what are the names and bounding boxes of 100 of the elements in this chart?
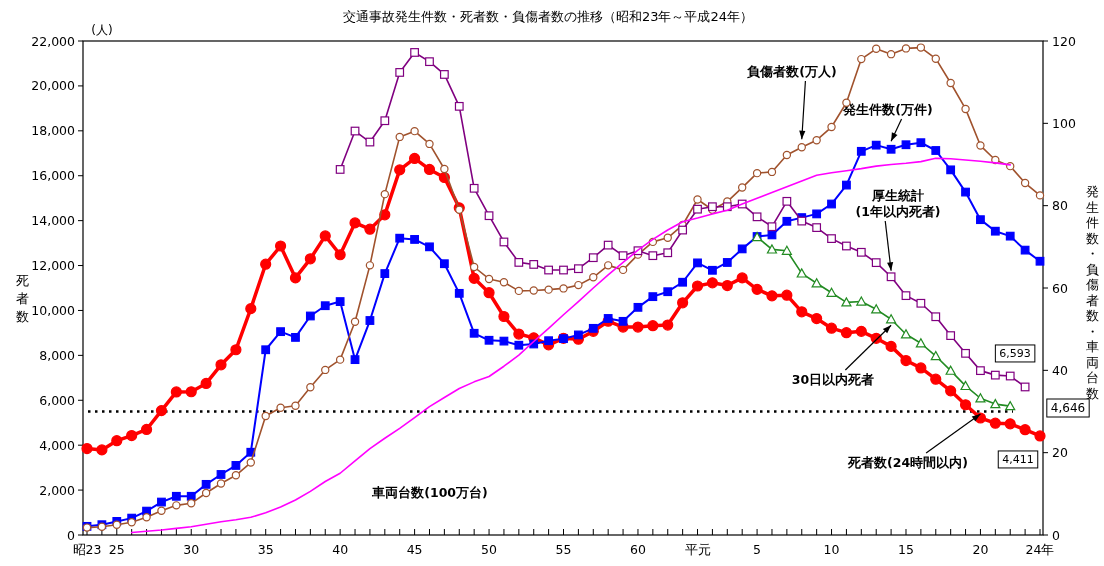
- x-tick-label: 15: [898, 542, 914, 557]
- point: [484, 211, 494, 221]
- point: [886, 272, 896, 282]
- point: [395, 68, 405, 77]
- point: [1005, 371, 1015, 381]
- point: [797, 216, 807, 226]
- annotation: 4,646: [1050, 401, 1086, 415]
- x-tick-label: 平元: [684, 542, 711, 557]
- y2-tick-label: 80: [1052, 198, 1068, 214]
- point: [976, 366, 985, 376]
- point: [766, 244, 778, 254]
- point: [931, 312, 941, 322]
- y-tick-label: 4,000: [39, 437, 76, 453]
- point: [842, 241, 851, 251]
- y-tick-label: 0: [67, 527, 76, 543]
- y-tick-label: 16,000: [31, 168, 76, 184]
- x-tick-label: 45: [406, 542, 423, 557]
- point: [811, 278, 822, 288]
- point: [990, 370, 1000, 380]
- point: [871, 258, 881, 268]
- y2-tick-label: 60: [1052, 280, 1068, 296]
- x-tick-label: 20: [972, 542, 989, 557]
- point: [529, 260, 539, 269]
- x-tick-label: 24年: [1025, 542, 1055, 557]
- point: [514, 258, 524, 267]
- point: [410, 48, 419, 57]
- point: [618, 251, 628, 261]
- point: [946, 331, 956, 340]
- point: [796, 268, 807, 278]
- data-label: 4,411: [1002, 452, 1034, 466]
- point: [454, 101, 464, 111]
- y-tick-label: 10,000: [31, 302, 76, 318]
- point: [856, 247, 866, 257]
- point: [439, 70, 449, 79]
- point: [588, 253, 598, 263]
- x-tick-label: 50: [481, 542, 498, 557]
- point: [827, 234, 836, 243]
- point: [1005, 401, 1016, 411]
- x-tick-label: 25: [108, 542, 125, 557]
- y-tick-label: 2,000: [39, 482, 76, 498]
- y-tick-label: 8,000: [39, 347, 76, 363]
- y-tick-label: 14,000: [31, 213, 76, 229]
- point: [469, 183, 479, 193]
- point: [841, 297, 852, 307]
- y-tick-label: 12,000: [31, 258, 76, 274]
- point: [365, 137, 375, 147]
- x-tick-label: 60: [630, 542, 646, 557]
- point: [930, 350, 941, 361]
- point: [856, 296, 867, 306]
- y2-tick-label: 0: [1052, 527, 1060, 543]
- y-tick-label: 18,000: [31, 123, 76, 139]
- point: [1020, 382, 1030, 392]
- x-tick-label: 55: [555, 542, 572, 557]
- point: [915, 338, 926, 348]
- x-tick-label: 昭23: [72, 542, 102, 557]
- point: [573, 264, 583, 274]
- x-tick-label: 40: [332, 542, 349, 557]
- point: [544, 265, 554, 275]
- point: [901, 291, 911, 301]
- x-tick-label: 5: [753, 542, 762, 557]
- y-tick-label: 22,000: [31, 33, 76, 49]
- point: [603, 240, 613, 250]
- point: [871, 304, 882, 314]
- point: [916, 298, 926, 308]
- point: [335, 165, 345, 174]
- point: [945, 365, 956, 375]
- point: [767, 222, 777, 232]
- point: [425, 57, 434, 67]
- point: [499, 237, 509, 247]
- annotation: (人): [91, 23, 113, 37]
- point: [900, 329, 912, 339]
- point: [960, 380, 971, 391]
- point: [782, 196, 792, 206]
- y2-tick-label: 100: [1052, 115, 1076, 131]
- x-tick-label: 30: [183, 542, 200, 557]
- x-tick-label: 35: [257, 542, 274, 557]
- data-label: 6,593: [999, 346, 1031, 360]
- point: [885, 314, 897, 324]
- point: [559, 265, 568, 275]
- y2-tick-label: 20: [1052, 445, 1068, 461]
- point: [826, 287, 837, 297]
- point: [678, 225, 688, 235]
- point: [781, 245, 792, 255]
- point: [380, 116, 390, 126]
- point: [648, 251, 658, 261]
- y2-tick-label: 40: [1052, 362, 1068, 378]
- point: [990, 398, 1001, 409]
- y-tick-label: 6,000: [39, 392, 76, 408]
- point: [961, 348, 970, 358]
- y-tick-label: 20,000: [31, 78, 76, 94]
- point: [975, 393, 986, 403]
- y2label: 発生件数・負傷者数・車両台数: [1085, 184, 1099, 401]
- point: [812, 223, 822, 232]
- point: [752, 212, 762, 222]
- y2-tick-label: 120: [1052, 33, 1076, 49]
- x-tick-label: 10: [823, 542, 840, 557]
- ylabel: 死者数: [15, 273, 29, 324]
- title: 交通事故発生件数・死者数・負傷者数の推移（昭和23年～平成24年）: [342, 9, 754, 24]
- point: [663, 248, 673, 258]
- point: [693, 204, 702, 214]
